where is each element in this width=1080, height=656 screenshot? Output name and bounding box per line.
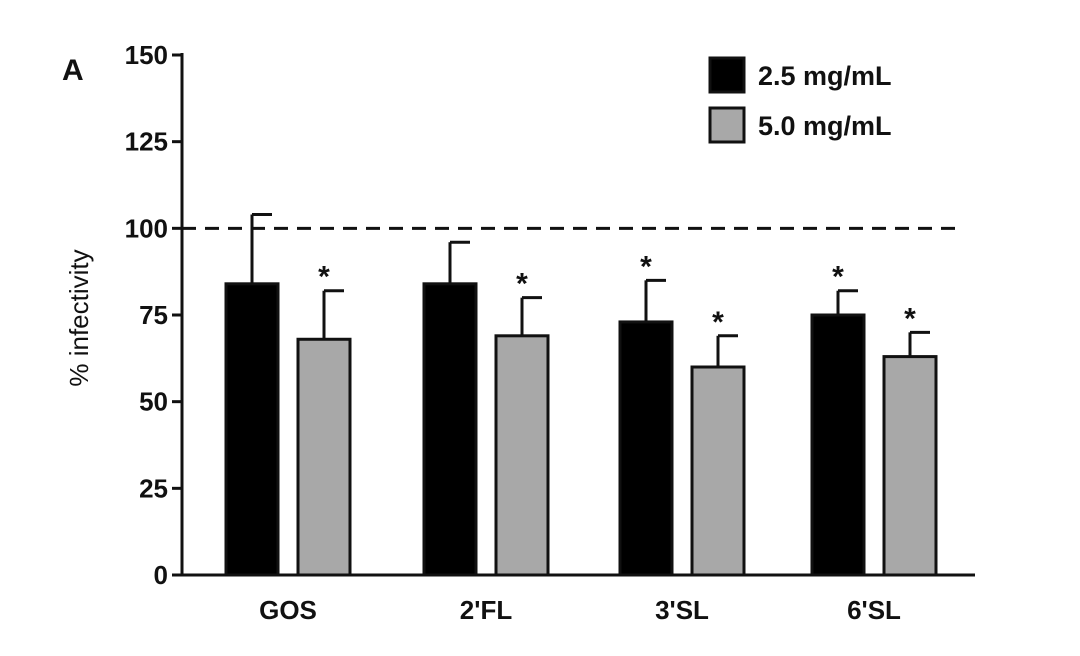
legend: 2.5 mg/mL 5.0 mg/mL — [708, 56, 892, 144]
significance-marker-1-3: * — [904, 302, 916, 335]
bars-group: * GOS * 2'FL * * 3'SL * * 6'SL — [224, 212, 938, 625]
y-tick-label-75: 75 — [139, 300, 168, 330]
significance-marker-1-0: * — [318, 261, 330, 294]
bar-0-1 — [422, 282, 478, 577]
legend-swatch-1 — [708, 106, 746, 144]
x-category-label: 2'FL — [460, 595, 513, 625]
bar-0-2 — [618, 320, 674, 577]
y-axis-label: % infectivity — [64, 249, 94, 386]
panel-label: A — [62, 54, 84, 87]
y-tick-label-50: 50 — [139, 387, 168, 417]
legend-label-1: 5.0 mg/mL — [758, 111, 892, 141]
x-category-label: 3'SL — [655, 595, 709, 625]
bar-1-3 — [882, 355, 938, 577]
y-tick-label-100: 100 — [125, 213, 168, 243]
legend-swatch-0 — [708, 56, 746, 94]
y-tick-label-150: 150 — [125, 40, 168, 70]
significance-marker-0-3: * — [832, 261, 844, 294]
significance-marker-1-2: * — [712, 306, 724, 339]
y-tick-label-25: 25 — [139, 473, 168, 503]
bar-1-1 — [494, 334, 550, 577]
bar-0-3 — [810, 313, 866, 577]
bar-1-0 — [296, 337, 352, 577]
significance-marker-1-1: * — [516, 268, 528, 301]
legend-label-0: 2.5 mg/mL — [758, 61, 892, 91]
bar-0-0 — [224, 282, 280, 577]
y-tick-label-125: 125 — [125, 127, 168, 157]
significance-marker-0-2: * — [640, 250, 652, 283]
y-tick-label-0: 0 — [154, 560, 168, 590]
x-category-label: GOS — [259, 595, 317, 625]
x-category-label: 6'SL — [847, 595, 901, 625]
bar-1-2 — [690, 365, 746, 577]
